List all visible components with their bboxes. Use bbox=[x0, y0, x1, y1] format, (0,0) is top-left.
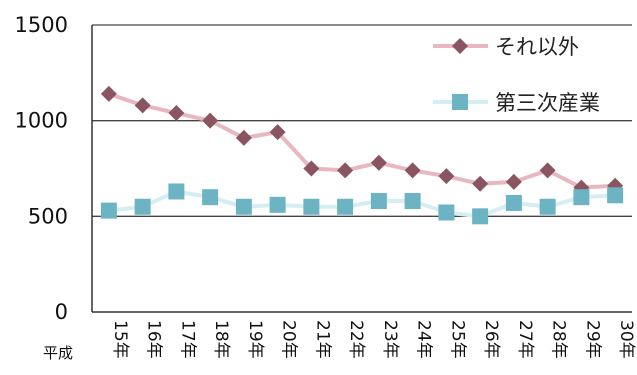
data-point bbox=[404, 193, 421, 210]
data-point bbox=[438, 204, 455, 221]
x-tick-label: 18年 bbox=[211, 320, 231, 359]
x-tick-label: 24年 bbox=[414, 320, 434, 359]
series-line bbox=[108, 91, 616, 190]
legend-marker bbox=[452, 94, 468, 110]
series-layer bbox=[100, 85, 624, 225]
series-1 bbox=[100, 85, 624, 196]
y-tick-label: 1500 bbox=[15, 13, 68, 37]
data-point bbox=[100, 202, 117, 219]
data-point bbox=[472, 175, 489, 192]
x-tick-label: 20年 bbox=[279, 320, 299, 359]
x-tick-label: 30年 bbox=[616, 320, 636, 359]
data-point bbox=[168, 105, 185, 122]
series-line bbox=[108, 189, 616, 219]
data-point bbox=[134, 198, 151, 215]
data-point bbox=[539, 198, 556, 215]
legend-item: それ以外 bbox=[433, 35, 579, 59]
data-point bbox=[539, 162, 556, 179]
x-tick-label: 25年 bbox=[447, 320, 467, 359]
y-tick-label: 1000 bbox=[15, 109, 68, 133]
x-tick-label: 21年 bbox=[312, 320, 332, 359]
data-point bbox=[303, 160, 320, 177]
data-point bbox=[472, 208, 489, 225]
data-point bbox=[337, 162, 354, 179]
data-point bbox=[303, 198, 320, 215]
data-point bbox=[269, 196, 286, 213]
data-point bbox=[269, 124, 286, 141]
y-tick-label: 0 bbox=[55, 300, 68, 324]
x-tick-label: 27年 bbox=[515, 320, 535, 359]
data-point bbox=[168, 183, 185, 200]
legend-label: 第三次産業 bbox=[495, 91, 600, 115]
data-point bbox=[235, 198, 252, 215]
legend-label: それ以外 bbox=[495, 35, 579, 59]
grid-lines bbox=[92, 24, 632, 313]
series-2 bbox=[100, 183, 624, 225]
x-axis-ticks: 15年 16年 17年 18年 19年 20年 21年 22年 23年 24年 25年 26年 27年 2… bbox=[110, 320, 636, 359]
x-tick-label: 16年 bbox=[144, 320, 164, 359]
x-tick-label: 15年 bbox=[110, 320, 130, 359]
data-point bbox=[505, 194, 522, 211]
data-point bbox=[100, 85, 117, 102]
y-axis-ticks: 0 500 1000 1500 bbox=[15, 13, 68, 324]
data-point bbox=[134, 97, 151, 114]
x-axis-prefix: 平成 bbox=[43, 344, 73, 362]
x-tick-label: 29年 bbox=[582, 320, 602, 359]
legend-item: 第三次産業 bbox=[433, 91, 600, 115]
data-point bbox=[337, 198, 354, 215]
data-point bbox=[438, 168, 455, 185]
legend-marker bbox=[452, 38, 468, 54]
x-tick-label: 19年 bbox=[245, 320, 265, 359]
data-point bbox=[370, 154, 387, 171]
data-point bbox=[607, 187, 624, 204]
x-tick-label: 17年 bbox=[177, 320, 197, 359]
data-point bbox=[235, 129, 252, 146]
data-point bbox=[573, 189, 590, 206]
data-point bbox=[370, 193, 387, 210]
data-point bbox=[404, 162, 421, 179]
x-tick-label: 23年 bbox=[380, 320, 400, 359]
data-point bbox=[202, 189, 219, 206]
data-point bbox=[505, 173, 522, 190]
y-tick-label: 500 bbox=[28, 204, 68, 228]
data-point bbox=[202, 112, 219, 129]
x-tick-label: 26年 bbox=[481, 320, 501, 359]
x-tick-label: 28年 bbox=[549, 320, 569, 359]
x-tick-label: 22年 bbox=[346, 320, 366, 359]
